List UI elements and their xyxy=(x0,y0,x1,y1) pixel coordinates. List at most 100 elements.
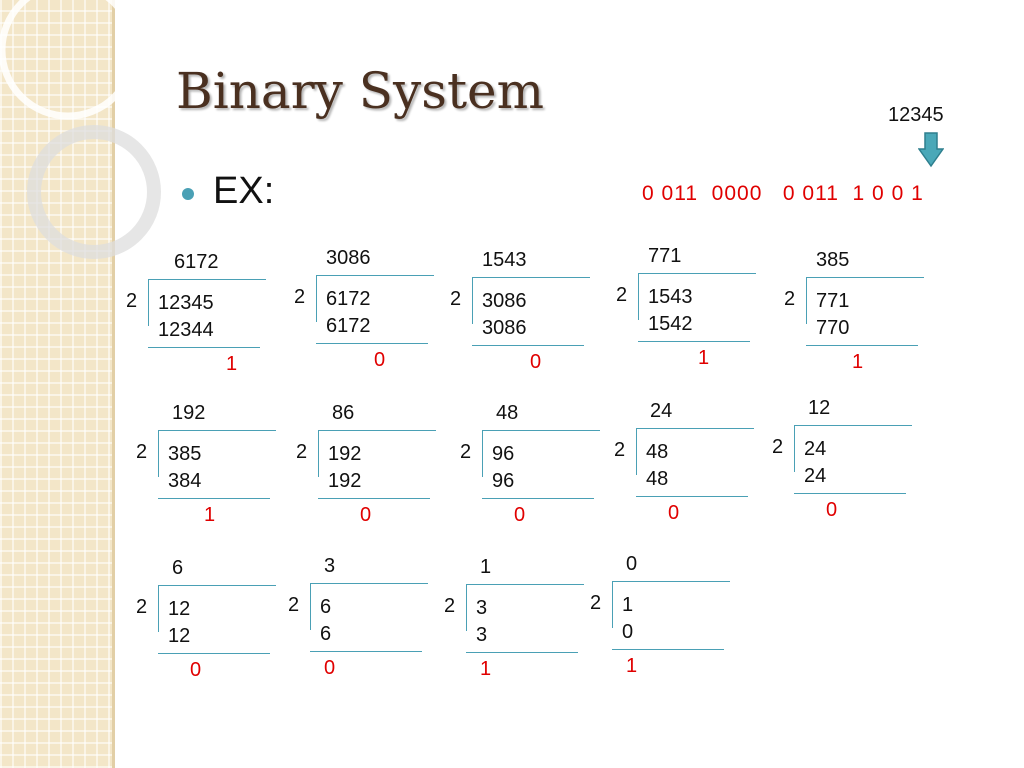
division-bottom-line xyxy=(158,498,270,499)
product: 12344 xyxy=(158,319,214,341)
division-bracket xyxy=(482,430,483,477)
dividend: 192 xyxy=(328,443,362,465)
quotient: 771 xyxy=(648,245,682,267)
dividend: 48 xyxy=(646,441,669,463)
dividend: 96 xyxy=(492,443,515,465)
division-bracket xyxy=(158,585,159,632)
product: 384 xyxy=(168,470,202,492)
division-bracket xyxy=(158,430,159,477)
divisor: 2 xyxy=(288,594,300,616)
divisor: 2 xyxy=(136,596,148,618)
side-strip-edge xyxy=(112,0,115,768)
divisor: 2 xyxy=(616,284,628,306)
division-top-line xyxy=(148,279,266,280)
divisor: 2 xyxy=(772,436,784,458)
dividend: 3086 xyxy=(482,290,527,312)
remainder: 1 xyxy=(852,351,864,373)
quotient: 192 xyxy=(172,402,206,424)
dividend: 385 xyxy=(168,443,202,465)
quotient: 6 xyxy=(172,557,184,579)
product: 0 xyxy=(622,621,634,643)
product: 1542 xyxy=(648,313,693,335)
divisor: 2 xyxy=(136,441,148,463)
divisor: 2 xyxy=(614,439,626,461)
dividend: 1 xyxy=(622,594,634,616)
quotient: 24 xyxy=(650,400,673,422)
bullet-dot xyxy=(182,188,194,200)
division-top-line xyxy=(316,275,434,276)
division-top-line xyxy=(482,430,600,431)
divisor: 2 xyxy=(444,595,456,617)
remainder: 1 xyxy=(480,658,492,680)
division-top-line xyxy=(158,585,276,586)
decorative-circles xyxy=(0,0,161,259)
division-bottom-line xyxy=(794,493,906,494)
division-bracket xyxy=(612,581,613,628)
division-top-line xyxy=(794,425,912,426)
division-bracket xyxy=(318,430,319,477)
quotient: 1 xyxy=(480,556,492,578)
division-top-line xyxy=(310,583,428,584)
dividend: 6 xyxy=(320,596,332,618)
divisor: 2 xyxy=(126,290,138,312)
slide-title: Binary System xyxy=(176,62,545,120)
division-bracket xyxy=(638,273,639,320)
quotient: 385 xyxy=(816,249,850,271)
remainder: 0 xyxy=(668,502,680,524)
product: 6 xyxy=(320,623,332,645)
dividend: 1543 xyxy=(648,286,693,308)
remainder: 1 xyxy=(698,347,710,369)
binary-result: 0 011 0000 0 011 1 0 0 1 xyxy=(642,182,924,205)
remainder: 0 xyxy=(826,499,838,521)
quotient: 12 xyxy=(808,397,831,419)
division-bracket xyxy=(472,277,473,324)
division-top-line xyxy=(158,430,276,431)
quotient: 3086 xyxy=(326,247,371,269)
quotient: 86 xyxy=(332,402,355,424)
quotient: 6172 xyxy=(174,251,219,273)
decimal-value: 12345 xyxy=(888,104,944,126)
remainder: 0 xyxy=(374,349,386,371)
division-top-line xyxy=(472,277,590,278)
remainder: 1 xyxy=(626,655,638,677)
remainder: 1 xyxy=(204,504,216,526)
division-bracket xyxy=(148,279,149,326)
divisor: 2 xyxy=(784,288,796,310)
product: 3 xyxy=(476,624,488,646)
dividend: 3 xyxy=(476,597,488,619)
division-top-line xyxy=(612,581,730,582)
dividend: 24 xyxy=(804,438,827,460)
division-bottom-line xyxy=(466,652,578,653)
division-bracket xyxy=(310,583,311,630)
division-bottom-line xyxy=(316,343,428,344)
product: 48 xyxy=(646,468,669,490)
divisor: 2 xyxy=(296,441,308,463)
divisor: 2 xyxy=(590,592,602,614)
division-top-line xyxy=(638,273,756,274)
remainder: 0 xyxy=(514,504,526,526)
division-top-line xyxy=(318,430,436,431)
division-bottom-line xyxy=(148,347,260,348)
division-bottom-line xyxy=(636,496,748,497)
division-top-line xyxy=(636,428,754,429)
division-bottom-line xyxy=(638,341,750,342)
remainder: 0 xyxy=(190,659,202,681)
division-bottom-line xyxy=(158,653,270,654)
division-top-line xyxy=(806,277,924,278)
quotient: 3 xyxy=(324,555,336,577)
divisor: 2 xyxy=(460,441,472,463)
remainder: 0 xyxy=(324,657,336,679)
dividend: 12345 xyxy=(158,292,214,314)
division-bracket xyxy=(466,584,467,631)
division-bottom-line xyxy=(318,498,430,499)
product: 192 xyxy=(328,470,362,492)
product: 6172 xyxy=(326,315,371,337)
product: 770 xyxy=(816,317,850,339)
product: 12 xyxy=(168,625,191,647)
example-label: EX: xyxy=(213,170,275,212)
division-bracket xyxy=(806,277,807,324)
dividend: 6172 xyxy=(326,288,371,310)
division-bracket xyxy=(316,275,317,322)
dividend: 771 xyxy=(816,290,850,312)
product: 3086 xyxy=(482,317,527,339)
